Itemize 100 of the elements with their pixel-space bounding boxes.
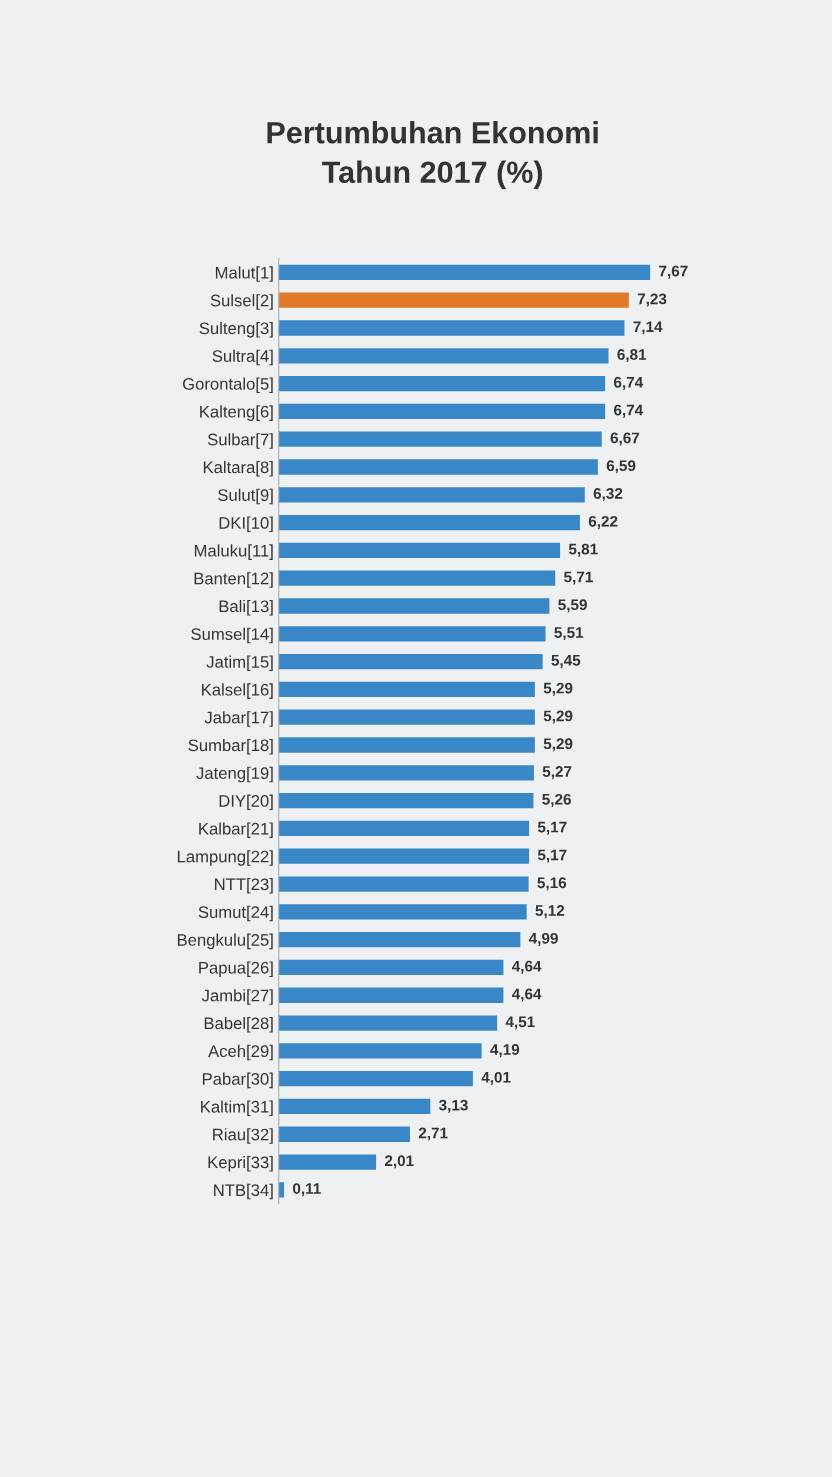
data-label: 4,19 — [490, 1044, 520, 1058]
bar — [278, 904, 527, 920]
bar — [278, 1126, 410, 1142]
data-label: 7,23 — [637, 293, 667, 307]
data-label: 5,51 — [554, 627, 584, 641]
y-tick-label: Jatim[15] — [206, 655, 273, 672]
bar — [278, 292, 629, 308]
data-label: 5,45 — [551, 655, 581, 668]
bar — [278, 653, 543, 670]
bar — [278, 765, 534, 781]
y-tick-label: Pabar[30] — [202, 1072, 273, 1089]
y-tick-label: Papua[26] — [199, 961, 273, 977]
bar — [278, 709, 535, 725]
y-tick-label: Kaltara[8] — [203, 460, 273, 477]
bar — [278, 1043, 482, 1059]
data-label: 5,17 — [537, 821, 567, 835]
data-label: 4,64 — [511, 988, 542, 1002]
data-label: 7,67 — [659, 265, 688, 279]
data-label: 6,74 — [614, 376, 644, 390]
bar — [278, 264, 651, 281]
data-label: 5,29 — [543, 682, 573, 696]
y-tick-label: Bengkulu[25] — [177, 933, 273, 950]
bar — [278, 1071, 473, 1087]
data-label: 6,74 — [614, 404, 644, 418]
bar — [278, 514, 580, 531]
y-tick-label: NTT[23] — [215, 877, 273, 894]
bar — [278, 1182, 285, 1198]
y-tick-label: Maluku[11] — [194, 544, 273, 560]
data-label: 6,22 — [588, 515, 618, 529]
y-tick-label: Bali[13] — [219, 599, 273, 616]
data-label: 4,64 — [511, 960, 542, 974]
bar — [278, 1015, 498, 1031]
bar — [278, 737, 535, 753]
y-tick-label: Kalsel[16] — [202, 683, 273, 699]
chart-title: Pertumbuhan Ekonomi Tahun 2017 (%) — [267, 121, 598, 190]
data-label: 7,14 — [633, 321, 663, 335]
data-label: 5,17 — [537, 849, 567, 863]
y-tick-label: Lampung[22] — [177, 850, 273, 866]
bar — [278, 1098, 431, 1115]
bar — [278, 320, 625, 336]
y-tick-label: Sumut[24] — [198, 905, 273, 922]
bar — [278, 403, 606, 420]
y-tick-label: NTB[34] — [214, 1183, 273, 1200]
y-tick-label: Jateng[19] — [196, 766, 273, 783]
data-label: 5,29 — [543, 738, 573, 752]
bar — [278, 681, 535, 698]
data-label: 4,51 — [505, 1016, 535, 1030]
bar — [278, 626, 546, 642]
data-label: 2,71 — [418, 1127, 448, 1141]
y-tick-label: Kalbar[21] — [199, 822, 273, 838]
data-label: 5,26 — [542, 793, 571, 807]
y-tick-label: Kalteng[6] — [200, 405, 273, 421]
data-label: 3,13 — [438, 1099, 468, 1113]
y-tick-label: DIY[20] — [219, 794, 273, 811]
bar — [278, 987, 504, 1003]
data-label: 4,99 — [528, 932, 558, 946]
bar — [278, 931, 521, 948]
y-tick-label: Malut[1] — [215, 266, 273, 282]
y-tick-label: Riau[32] — [213, 1128, 273, 1144]
data-label: 5,29 — [543, 710, 573, 724]
bar — [278, 348, 609, 364]
y-tick-label: Sulut[9] — [218, 488, 273, 505]
data-label: 5,16 — [537, 877, 567, 891]
bar — [278, 959, 504, 976]
y-tick-label: Sulteng[3] — [199, 321, 273, 338]
y-tick-label: Kaltim[31] — [201, 1100, 273, 1116]
bar — [278, 792, 534, 809]
y-tick-label: Jabar[17] — [204, 711, 273, 727]
y-tick-label: Aceh[29] — [208, 1044, 273, 1061]
bar — [278, 459, 598, 475]
y-tick-label: Sulsel[2] — [210, 294, 273, 310]
bar — [278, 375, 606, 392]
data-label: 5,27 — [542, 766, 572, 780]
bar — [278, 1154, 377, 1170]
data-label: 5,12 — [535, 905, 565, 919]
y-tick-label: DKI[10] — [219, 516, 273, 533]
bar — [278, 820, 530, 837]
y-tick-label: Jambi[27] — [201, 989, 273, 1005]
data-label: 6,67 — [610, 432, 640, 446]
data-label: 2,01 — [384, 1155, 414, 1169]
bar — [278, 431, 602, 447]
data-label: 4,01 — [481, 1071, 511, 1085]
y-tick-label: Sumbar[18] — [188, 738, 273, 755]
data-label: 5,81 — [568, 543, 598, 557]
y-tick-label: Sultra[4] — [212, 349, 273, 366]
data-label: 5,71 — [564, 571, 593, 585]
data-label: 6,81 — [617, 349, 647, 363]
y-tick-label: Kepri[33] — [208, 1156, 273, 1172]
data-label: 5,59 — [558, 599, 587, 613]
bar — [278, 598, 550, 614]
y-tick-label: Banten[12] — [194, 572, 273, 588]
y-tick-label: Sulbar[7] — [207, 433, 273, 449]
bar — [278, 487, 585, 503]
bar — [278, 848, 530, 864]
data-label: 6,32 — [593, 488, 623, 502]
y-tick-label: Babel[28] — [204, 1017, 273, 1033]
bar — [278, 570, 556, 586]
bar — [278, 542, 561, 559]
data-label: 0,11 — [292, 1183, 321, 1197]
data-label: 6,59 — [606, 460, 636, 474]
